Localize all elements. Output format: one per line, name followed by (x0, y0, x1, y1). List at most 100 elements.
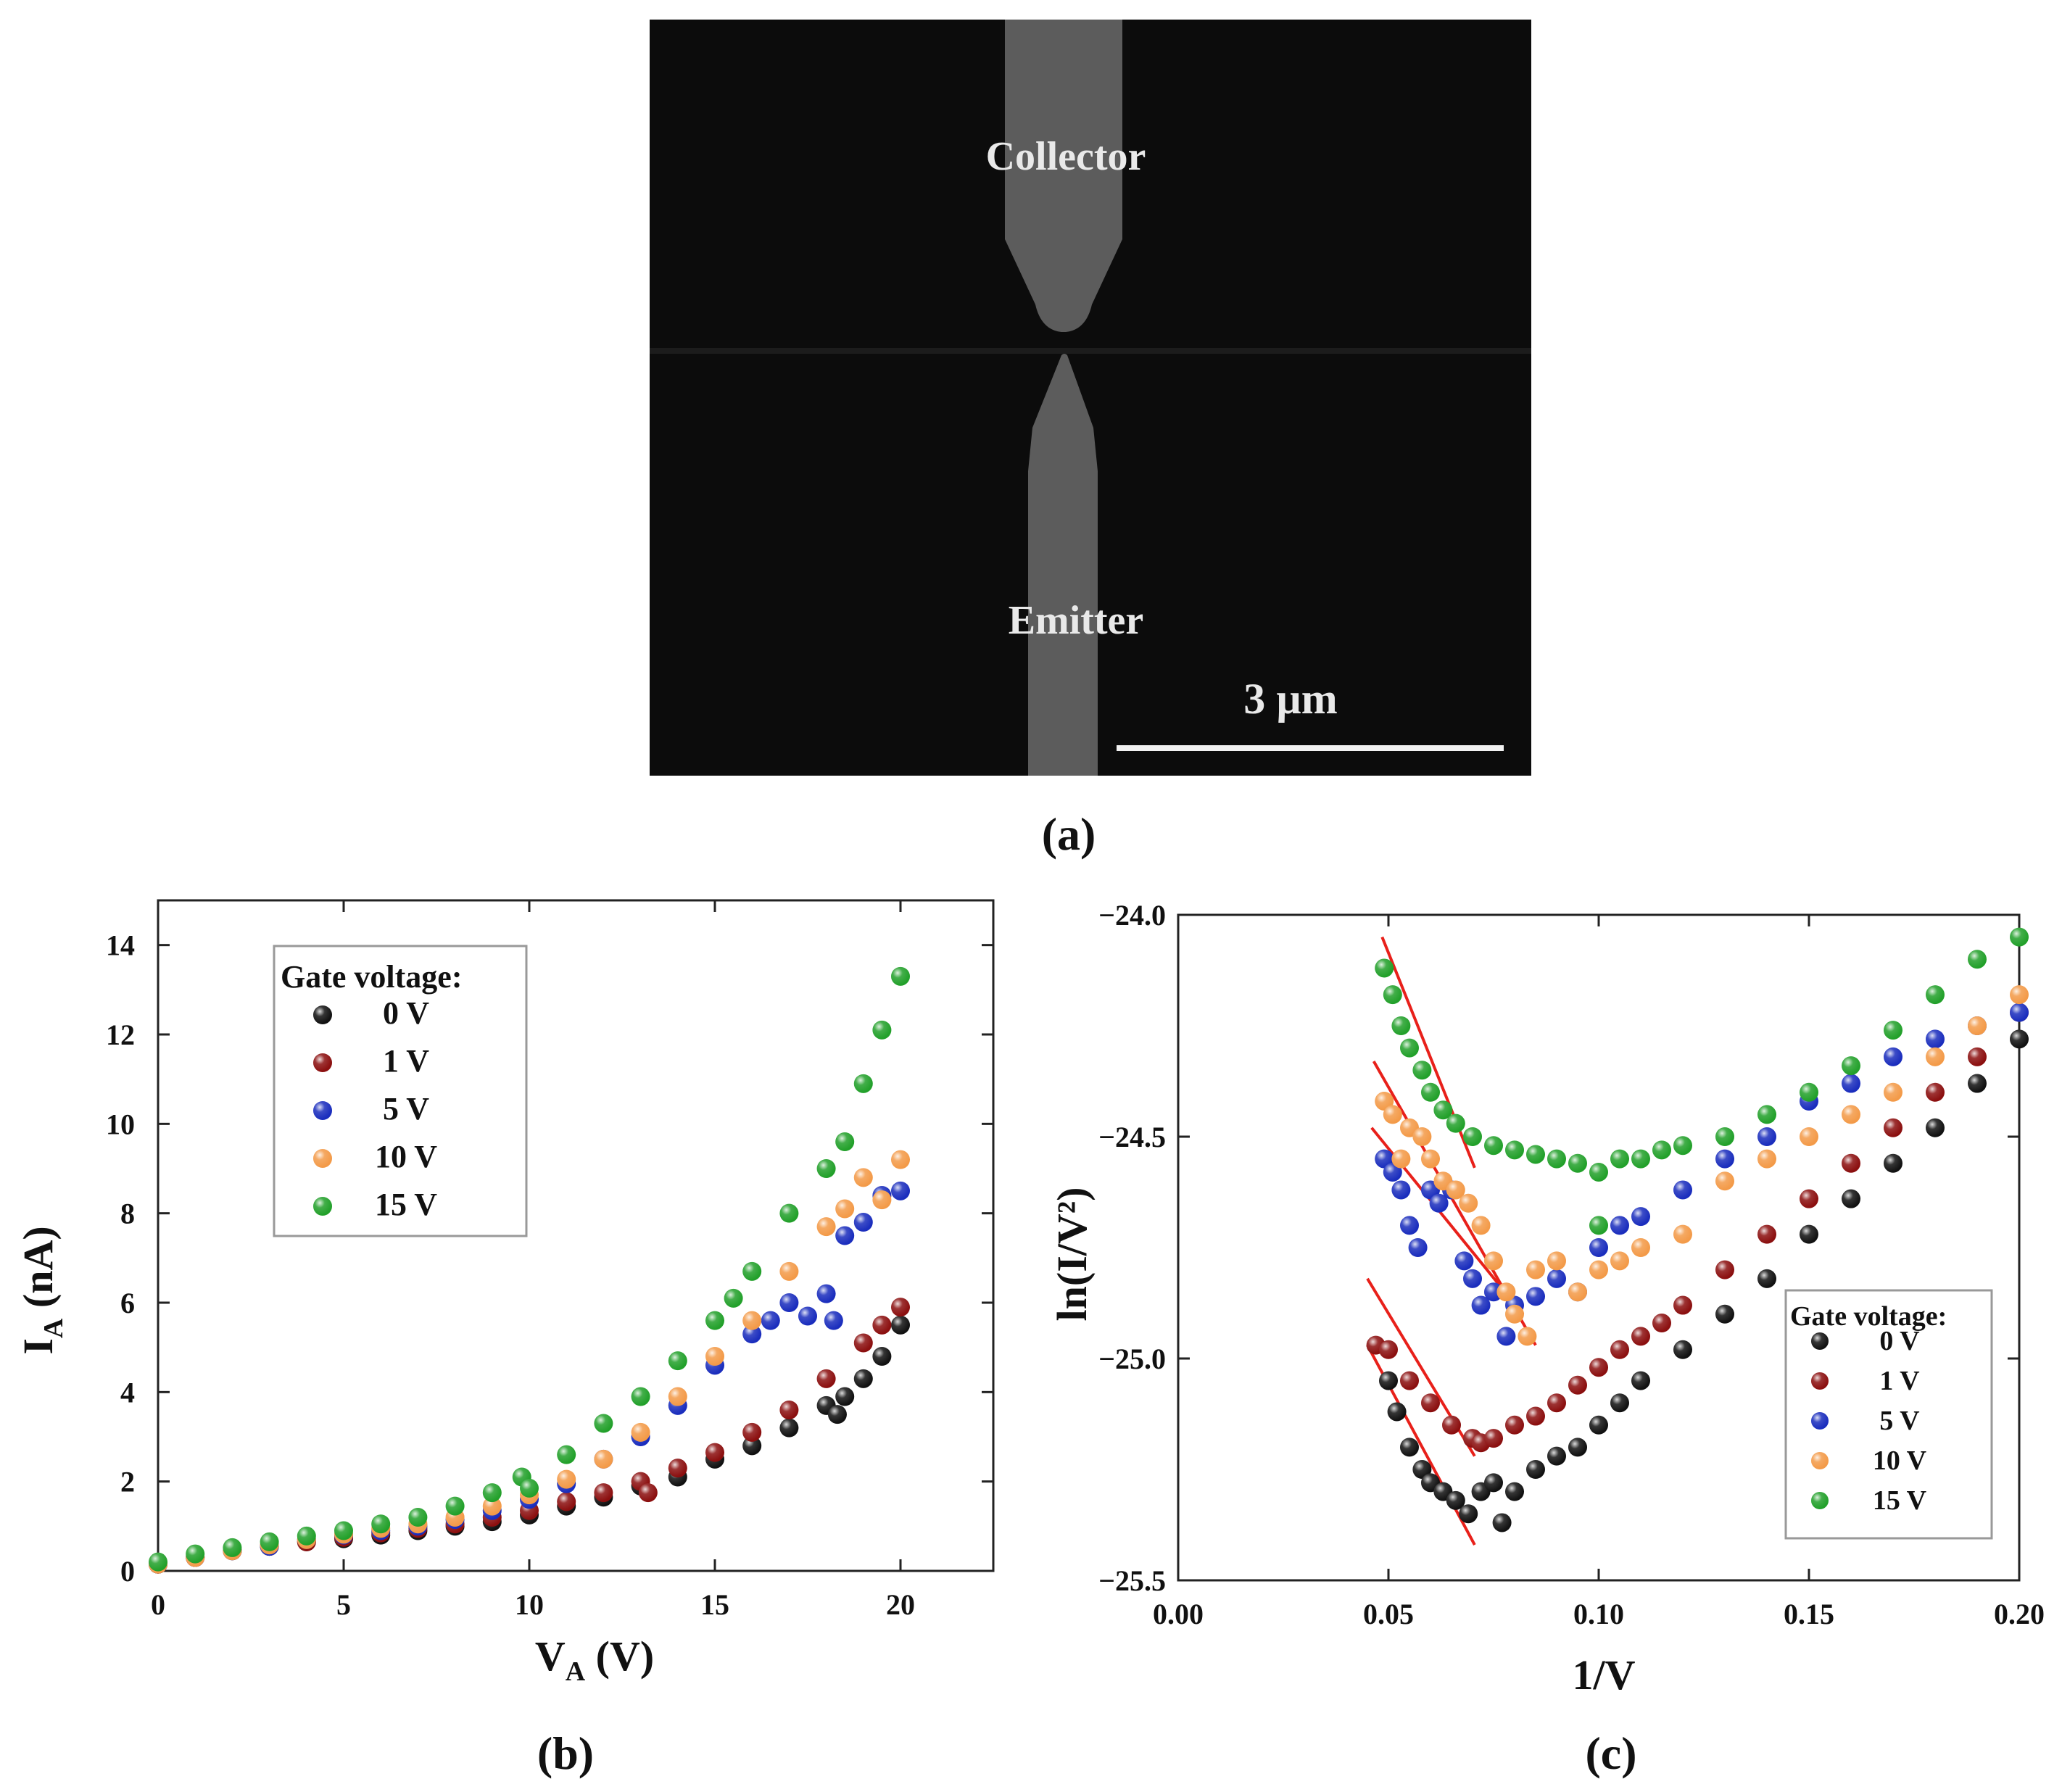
emitter-label: Emitter (1009, 598, 1144, 643)
chart-b-point-shine (816, 1369, 836, 1388)
chart-c-point-shine (1375, 958, 1394, 978)
chart-c-legend-items: 0 V 1 V 5 V 10 V 15 V (1811, 1326, 1927, 1516)
chart-c-point-shine (1715, 1127, 1734, 1146)
chart-c-legend-title: Gate voltage: (1790, 1301, 1947, 1332)
collector-electrode (1005, 20, 1122, 332)
chart-b-point-shine (334, 1521, 353, 1540)
chart-b-point-shine (557, 1492, 576, 1511)
chart-c-point-shine (1757, 1224, 1776, 1244)
chart-c-point-shine (1412, 1061, 1432, 1080)
chart-c-point-shine (1505, 1415, 1524, 1435)
chart-c-legend-label: 5 V (1879, 1406, 1920, 1436)
chart-c-point-shine (1400, 1038, 1419, 1058)
chart-c-xtick-label: 0.10 (1573, 1598, 1624, 1630)
chart-c-axes: 0.00 0.05 0.10 0.15 0.20 −24.0 −24.5 −25.0 −25.5 (1098, 899, 2045, 1630)
chart-c-point-shine (1421, 1082, 1440, 1102)
chart-c-point-shine (1442, 1415, 1461, 1435)
chart-c-point-shine (1526, 1145, 1545, 1164)
chart-b-ytick-label: 0 (120, 1555, 135, 1588)
chart-b-legend-label: 15 V (375, 1187, 437, 1222)
chart-b-ylabel-unit: (nA) (15, 1226, 62, 1308)
chart-b-point-shine (705, 1311, 724, 1330)
chart-b-legend-label: 1 V (383, 1043, 429, 1079)
chart-c-point-shine (1673, 1295, 1692, 1315)
chart-c-point-shine (1800, 1189, 1818, 1208)
chart-c-point-shine (1631, 1149, 1650, 1169)
chart-b-point-shine (779, 1203, 799, 1223)
chart-b-legend-marker-shine (313, 1005, 332, 1024)
chart-b-ytick-label: 8 (120, 1198, 135, 1230)
chart-c-point-shine (1459, 1193, 1478, 1213)
chart-b-point-shine (705, 1347, 724, 1366)
chart-b-legend-marker-shine (313, 1197, 332, 1216)
chart-c-point-shine (1383, 1105, 1402, 1124)
chart-c-point-shine (1884, 1082, 1902, 1102)
chart-b-point-shine (779, 1418, 799, 1438)
chart-b-ytick-label: 2 (120, 1466, 135, 1498)
chart-c-point-shine (1400, 1371, 1419, 1390)
chart-c-point-shine (1446, 1113, 1465, 1133)
chart-c-point-shine (1429, 1193, 1449, 1213)
chart-c-point-shine (2010, 927, 2029, 947)
chart-b-xlabel-main: V (535, 1633, 566, 1680)
chart-c-point-shine (1673, 1136, 1692, 1156)
chart-c-ytick-label: −25.5 (1098, 1564, 1166, 1597)
chart-b-point-shine (668, 1351, 687, 1371)
chart-c-point-shine (1496, 1327, 1516, 1346)
chart-c-point-shine (1463, 1127, 1482, 1146)
chart-c-point-shine (1400, 1438, 1419, 1457)
chart-c-point-shine (1383, 985, 1402, 1005)
chart-c-point-shine (1391, 1180, 1411, 1200)
chart-c-point-shine (1631, 1238, 1650, 1257)
chart-b-point-shine (724, 1288, 743, 1308)
panel-c-label: (c) (1585, 1727, 1636, 1779)
chart-c-point-shine (1926, 1047, 1945, 1066)
emitter-electrode (1028, 354, 1098, 776)
chart-c-point-shine (1884, 1118, 1902, 1137)
chart-b-point-shine (482, 1483, 502, 1503)
chart-b-point-shine (742, 1422, 762, 1442)
chart-c-ytick-label: −24.0 (1098, 899, 1166, 932)
chart-b-ylabel: IA (nA) (15, 1226, 69, 1354)
chart-c-point-shine (1589, 1358, 1608, 1377)
chart-c-legend-label: 0 V (1879, 1326, 1920, 1356)
panel-a: Collector Emitter 3 µm (a) (650, 20, 1531, 860)
chart-c-point-shine (1757, 1269, 1776, 1288)
chart-b-point-shine (891, 1315, 910, 1335)
chart-b-point-shine (835, 1226, 855, 1245)
chart-b-point-shine (761, 1311, 780, 1330)
chart-c-point-shine (1968, 1074, 1987, 1093)
chart-c-legend-marker-shine (1811, 1332, 1829, 1350)
chart-c-point-shine (1610, 1251, 1629, 1271)
chart-c-point-shine (1589, 1162, 1608, 1182)
chart-c-point-shine (1926, 1029, 1945, 1049)
chart-c-series-1-v (1366, 1003, 2029, 1453)
svg-text:IA (nA): IA (nA) (15, 1226, 69, 1354)
chart-c-point-shine (1526, 1260, 1545, 1279)
chart-c-point-shine (1568, 1438, 1587, 1457)
chart-b-ytick-label: 6 (120, 1287, 135, 1319)
chart-c-point-shine (1492, 1513, 1512, 1532)
chart-b-point-shine (742, 1311, 762, 1330)
chart-b-legend-marker-shine (313, 1149, 332, 1168)
chart-c-point-shine (1568, 1375, 1587, 1395)
chart-c-point-shine (1884, 1153, 1902, 1173)
chart-b-point-shine (742, 1324, 762, 1344)
chart-c-point-shine (1379, 1371, 1398, 1390)
chart-b-legend-items: 0 V 1 V 5 V 10 V 15 V (313, 995, 437, 1222)
chart-b-xtick-label: 0 (151, 1588, 165, 1621)
chart-c-point-shine (1471, 1216, 1491, 1235)
chart-b-legend-marker-shine (313, 1101, 332, 1120)
chart-b-point-shine (742, 1436, 762, 1456)
chart-b-point-shine (742, 1261, 762, 1281)
chart-c-point-shine (1673, 1180, 1692, 1200)
chart-b-legend-label: 5 V (383, 1091, 429, 1127)
chart-b-point-shine (835, 1387, 855, 1406)
chart-c-point-shine (1589, 1415, 1608, 1435)
chart-c-point-shine (1484, 1251, 1503, 1271)
chart-b-point-shine (853, 1074, 873, 1093)
chart-b-xtick-label: 15 (700, 1588, 729, 1621)
chart-c-legend: Gate voltage: 0 V 1 V 5 V 10 V 15 V (1784, 1289, 1993, 1540)
chart-b-series-15-v (149, 966, 910, 1572)
chart-c-point-shine (1589, 1216, 1608, 1235)
